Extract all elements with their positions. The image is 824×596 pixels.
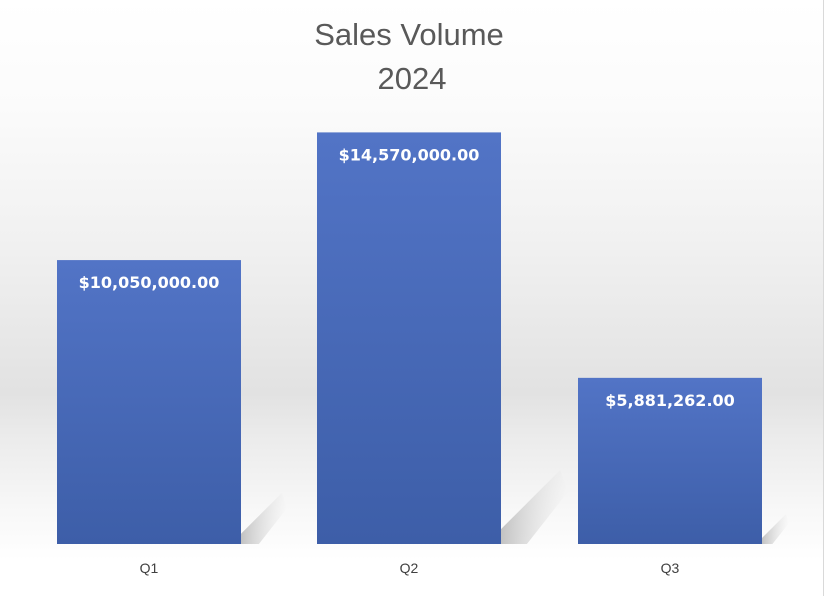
chart-title: Sales Volume — [314, 17, 504, 52]
bar-shadow-q2 — [501, 469, 568, 544]
data-label-q3: $5,881,262.00 — [605, 391, 735, 410]
x-tick-q2: Q2 — [400, 560, 419, 576]
data-labels: $10,050,000.00 $14,570,000.00 $5,881,262.0… — [79, 145, 735, 409]
bars — [57, 132, 762, 544]
bar-shadow-q3 — [762, 514, 789, 544]
x-tick-q3: Q3 — [661, 560, 680, 576]
bar-shadows — [241, 469, 789, 544]
bar-shadow-q1 — [241, 492, 287, 544]
data-label-q1: $10,050,000.00 — [79, 273, 220, 292]
data-label-q2: $14,570,000.00 — [339, 145, 480, 164]
chart-subtitle: 2024 — [378, 61, 447, 96]
bar-q1 — [57, 260, 241, 544]
x-axis-ticks: Q1 Q2 Q3 — [140, 560, 680, 576]
x-tick-q1: Q1 — [140, 560, 159, 576]
bar-q3 — [578, 377, 762, 544]
bar-q2 — [317, 132, 501, 544]
